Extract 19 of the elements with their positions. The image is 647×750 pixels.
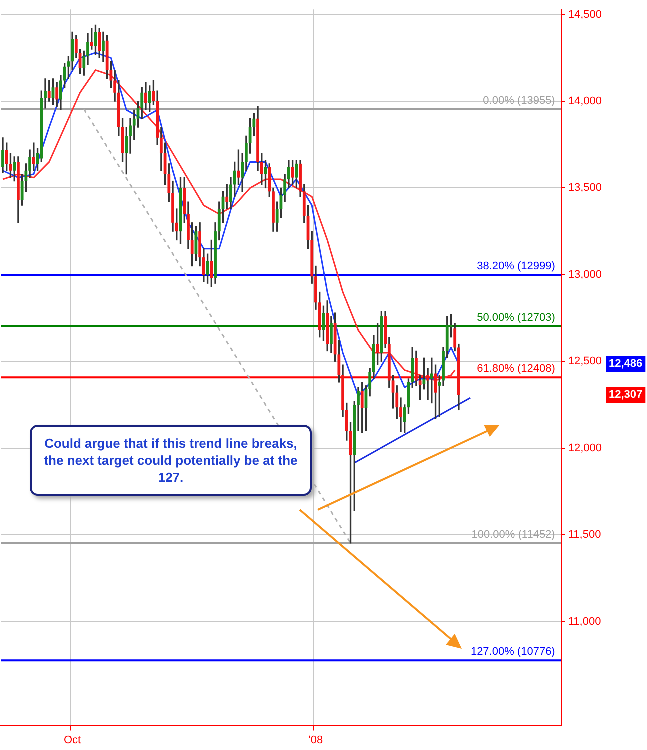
text: 12,307: [609, 389, 643, 402]
text: 12,486: [609, 358, 643, 370]
y-tick-label: 14,500: [568, 8, 602, 21]
ref-line-label: 0.00% (13955): [483, 94, 556, 107]
x-tick-label: '08: [308, 734, 324, 746]
y-tick-label: 13,500: [568, 182, 602, 194]
ref-line-label: 61.80% (12408): [477, 363, 556, 376]
y-tick-label: 11,500: [568, 529, 602, 542]
y-tick-label: 12,000: [568, 442, 602, 454]
y-tick-label: 11,000: [568, 616, 602, 628]
y-tick-label: 13,000: [568, 268, 602, 281]
ref-line-label: 38.20% (12999): [477, 260, 556, 273]
ref-line-label: 127.00% (10776): [470, 646, 556, 658]
x-tick-label: Oct: [64, 734, 82, 746]
annotation: Could argue that if this trend line breaks, the next target could potentially be at the 127.: [30, 425, 312, 496]
ref-line-label: 100.00% (11452): [472, 528, 556, 541]
ref-line-label: 50.00% (12703): [477, 312, 556, 324]
y-tick-label: 12,500: [568, 356, 602, 368]
y-tick-label: 14,000: [568, 96, 602, 108]
